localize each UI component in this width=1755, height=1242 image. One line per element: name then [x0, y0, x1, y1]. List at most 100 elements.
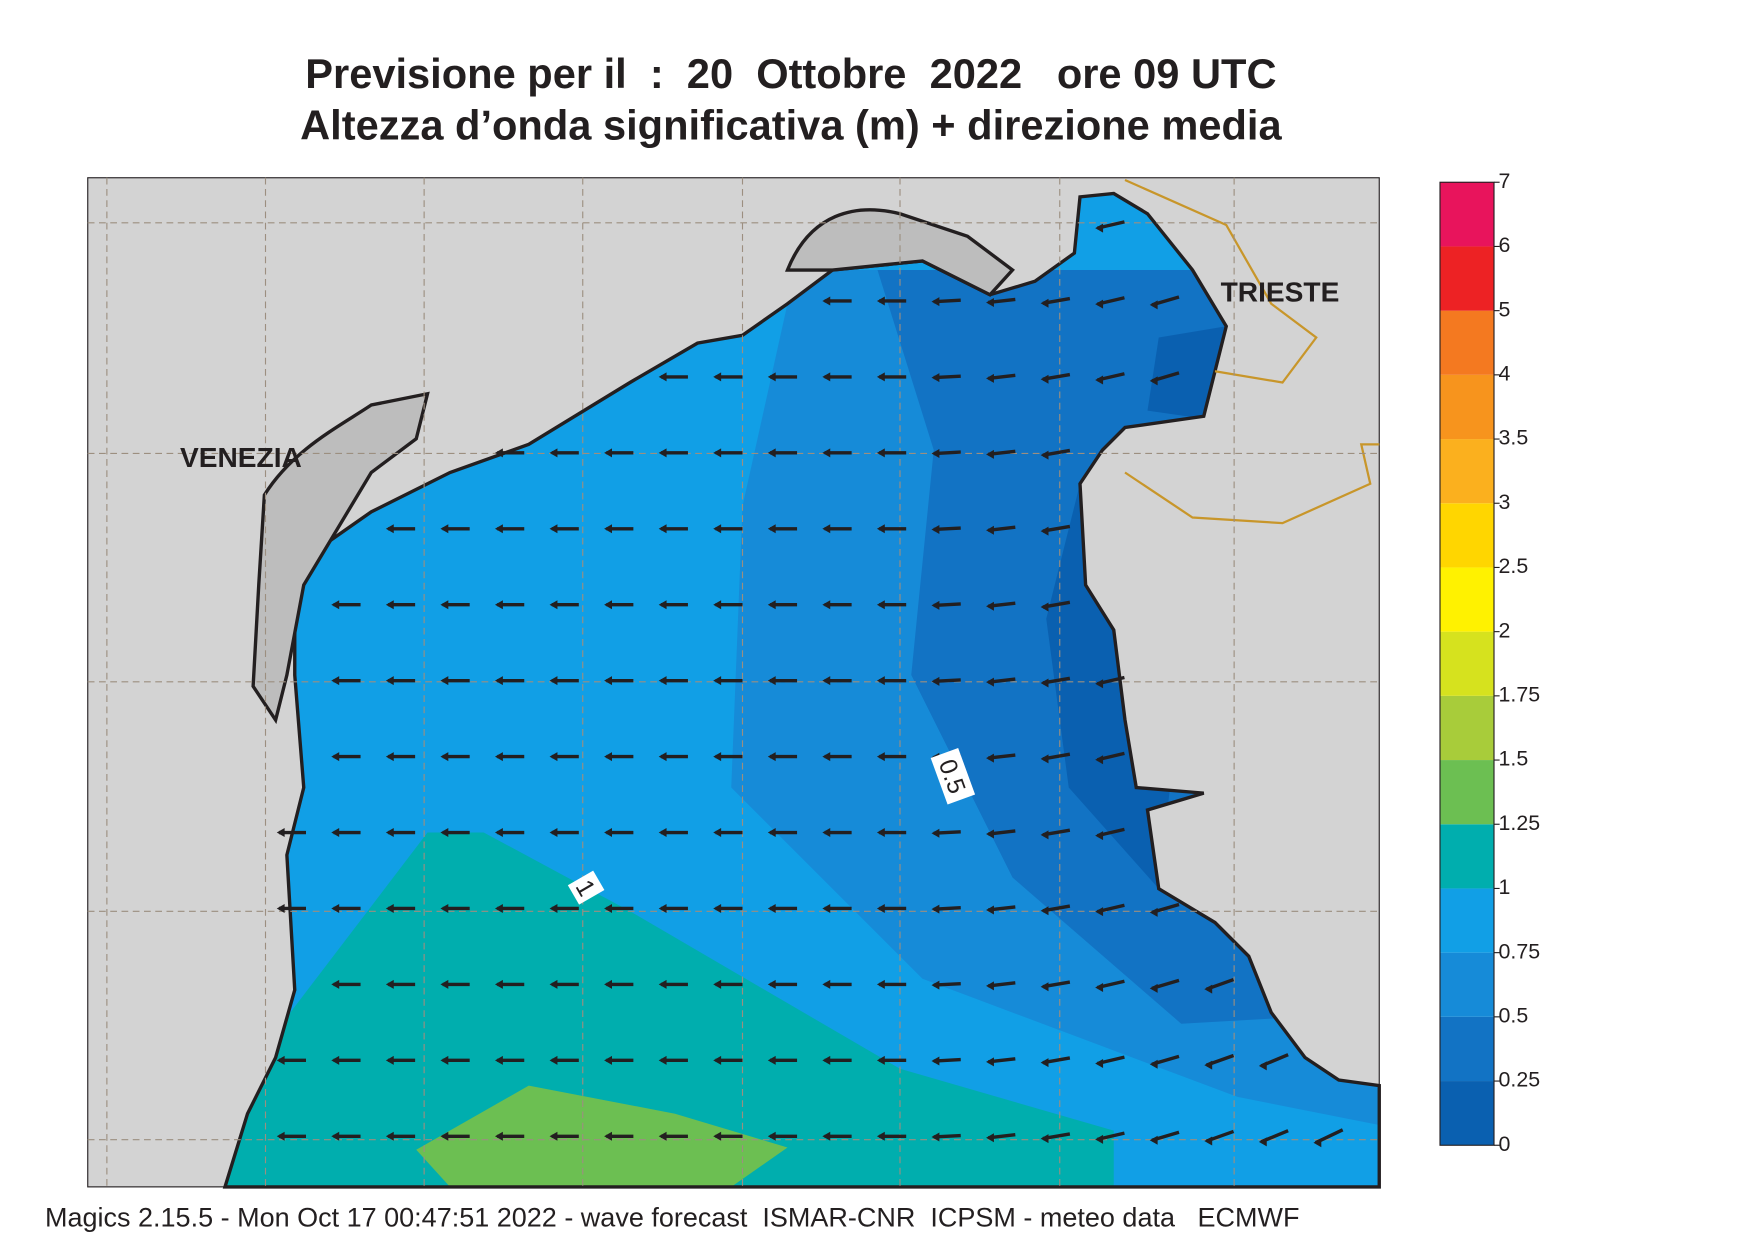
- arrow-head: [931, 676, 940, 686]
- arrow-head: [986, 829, 994, 839]
- arrow-head: [1040, 982, 1049, 992]
- colorbar-band: [1440, 567, 1494, 632]
- arrow-head: [1040, 526, 1049, 536]
- arrow-head: [440, 600, 449, 610]
- colorbar-band: [1440, 952, 1494, 1017]
- arrow-head: [1040, 298, 1049, 308]
- arrow-head: [331, 676, 340, 686]
- title: Previsione per il : 20 Ottobre 2022 ore …: [305, 50, 1276, 97]
- arrow-head: [385, 828, 394, 837]
- arrow-head: [767, 752, 776, 762]
- arrow-head: [331, 1131, 340, 1141]
- arrow-head: [876, 903, 885, 913]
- arrow-head: [986, 449, 994, 459]
- arrow-head: [549, 1055, 558, 1065]
- arrow-head: [440, 524, 449, 534]
- arrow-head: [604, 676, 612, 686]
- colorbar-label: 2: [1499, 618, 1511, 642]
- arrow-head: [876, 524, 885, 534]
- arrow-head: [767, 1131, 776, 1141]
- arrow-head: [931, 449, 940, 459]
- arrow-head: [495, 676, 503, 686]
- arrow-head: [1258, 1137, 1267, 1147]
- arrow-head: [385, 524, 394, 534]
- arrow-head: [658, 448, 667, 458]
- arrow-head: [495, 524, 503, 534]
- arrow-head: [767, 1055, 776, 1065]
- arrow-head: [440, 903, 449, 913]
- direction-arrows: [276, 220, 1344, 1148]
- arrow-head: [713, 524, 722, 534]
- colorbar-label: 1: [1499, 875, 1511, 899]
- arrow-head: [1149, 1135, 1158, 1145]
- zone: [225, 832, 1114, 1187]
- arrow-head: [713, 1131, 722, 1141]
- arrow-head: [440, 1055, 449, 1065]
- arrow-head: [876, 296, 885, 306]
- arrow-head: [331, 600, 340, 610]
- lagoon: [785, 208, 1015, 297]
- arrow-head: [604, 979, 612, 989]
- arrow-head: [440, 1131, 449, 1141]
- border: [1124, 443, 1380, 525]
- arrow-head: [1313, 1138, 1322, 1148]
- arrow-head: [658, 979, 667, 989]
- arrow-head: [822, 828, 831, 837]
- arrow-head: [931, 524, 940, 534]
- arrow-head: [767, 372, 776, 382]
- arrow-head: [767, 979, 776, 989]
- arrow-head: [1095, 223, 1104, 233]
- arrow-head: [822, 372, 831, 382]
- arrow-head: [1040, 906, 1049, 916]
- arrow-head: [876, 600, 885, 610]
- colorbar-label: 6: [1499, 233, 1511, 257]
- colorbar-label: 5: [1499, 297, 1511, 321]
- arrow-head: [1095, 1058, 1104, 1068]
- colorbar-label: 0.5: [1499, 1003, 1529, 1027]
- arrow-head: [1149, 300, 1158, 310]
- arrow-head: [385, 676, 394, 686]
- colorbar-band: [1440, 503, 1494, 568]
- colorbar-label: 0.25: [1499, 1068, 1541, 1092]
- colorbar-band: [1440, 631, 1494, 696]
- arrow-head: [713, 1055, 722, 1065]
- arrow-head: [822, 524, 831, 534]
- zone: [1147, 326, 1227, 422]
- arrow-head: [440, 752, 449, 762]
- arrow-head: [876, 676, 885, 686]
- arrow-head: [713, 372, 722, 382]
- border: [1124, 178, 1318, 384]
- arrow-head: [331, 752, 340, 762]
- arrow-head: [495, 600, 503, 610]
- arrow-head: [986, 525, 994, 535]
- arrow-head: [1149, 907, 1158, 917]
- place-label: VENEZIA: [180, 442, 302, 473]
- footer: Magics 2.15.5 - Mon Oct 17 00:47:51 2022…: [45, 1202, 1299, 1232]
- arrow-head: [331, 903, 340, 913]
- arrow-head: [713, 600, 722, 610]
- arrow-head: [385, 752, 394, 762]
- arrow-head: [658, 524, 667, 534]
- arrow-head: [767, 676, 776, 686]
- colorbar-band: [1440, 1016, 1494, 1082]
- arrow-head: [713, 752, 722, 762]
- colorbar-band: [1440, 310, 1494, 375]
- arrow-head: [658, 600, 667, 610]
- arrow-head: [549, 1131, 558, 1141]
- arrow-head: [604, 828, 612, 837]
- arrow-head: [931, 1132, 940, 1142]
- colorbar-label: 1.5: [1499, 747, 1529, 771]
- arrow-head: [931, 600, 940, 610]
- arrow-head: [385, 1131, 394, 1141]
- arrow-head: [876, 752, 885, 762]
- arrow-head: [713, 448, 722, 458]
- arrow-head: [495, 979, 503, 989]
- colorbar-label: 3: [1499, 490, 1511, 514]
- arrow-head: [931, 904, 940, 914]
- arrow-head: [549, 600, 558, 610]
- arrow-head: [495, 752, 503, 762]
- arrow-head: [549, 676, 558, 686]
- arrow-head: [931, 980, 940, 990]
- arrow-head: [440, 676, 449, 686]
- arrow-head: [822, 676, 831, 686]
